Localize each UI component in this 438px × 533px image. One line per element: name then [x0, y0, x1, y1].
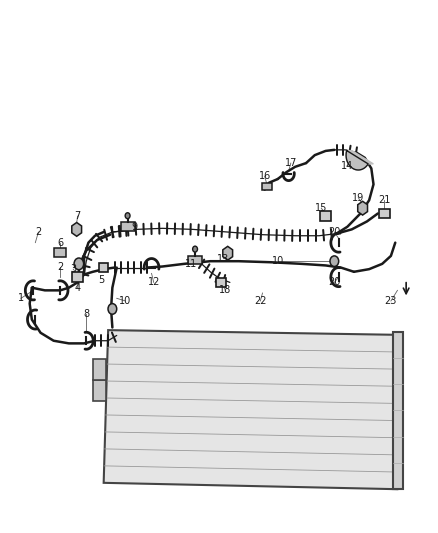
Circle shape — [125, 213, 130, 219]
Circle shape — [330, 256, 339, 266]
Circle shape — [108, 304, 117, 314]
Bar — [120, 222, 134, 231]
Text: 7: 7 — [74, 211, 81, 221]
Bar — [99, 263, 109, 272]
Text: 3: 3 — [70, 264, 76, 274]
Text: 5: 5 — [99, 274, 105, 285]
Text: 10: 10 — [272, 256, 284, 266]
Bar — [72, 272, 83, 282]
Polygon shape — [104, 330, 402, 489]
Text: 10: 10 — [119, 296, 131, 306]
Text: 13: 13 — [217, 254, 230, 263]
Text: 2: 2 — [57, 262, 63, 271]
Bar — [261, 182, 272, 190]
Bar — [54, 248, 66, 257]
Circle shape — [193, 246, 198, 252]
Text: 15: 15 — [315, 203, 328, 213]
Bar — [321, 212, 331, 221]
Bar — [93, 359, 106, 381]
Polygon shape — [72, 222, 81, 236]
Text: 20: 20 — [328, 227, 340, 237]
Text: 20: 20 — [328, 277, 340, 287]
Bar — [93, 380, 106, 401]
Text: 9: 9 — [131, 222, 137, 232]
Text: 17: 17 — [285, 158, 297, 168]
Text: 4: 4 — [74, 282, 81, 293]
Text: 23: 23 — [385, 296, 397, 306]
Text: 22: 22 — [254, 296, 267, 306]
Polygon shape — [223, 246, 233, 260]
Circle shape — [74, 258, 84, 270]
Text: 16: 16 — [258, 172, 271, 181]
Polygon shape — [346, 150, 373, 170]
Bar — [216, 278, 226, 287]
Bar — [393, 332, 403, 489]
Text: 6: 6 — [57, 238, 63, 248]
Text: 19: 19 — [352, 192, 364, 203]
Text: 1: 1 — [18, 293, 24, 303]
Bar — [379, 209, 390, 218]
Text: 18: 18 — [219, 285, 232, 295]
Polygon shape — [358, 201, 367, 215]
Text: 11: 11 — [184, 259, 197, 269]
Text: 12: 12 — [148, 277, 160, 287]
Text: 14: 14 — [341, 161, 353, 171]
Text: 21: 21 — [378, 195, 391, 205]
Bar — [188, 256, 202, 264]
Text: 8: 8 — [83, 309, 89, 319]
Text: 2: 2 — [35, 227, 42, 237]
